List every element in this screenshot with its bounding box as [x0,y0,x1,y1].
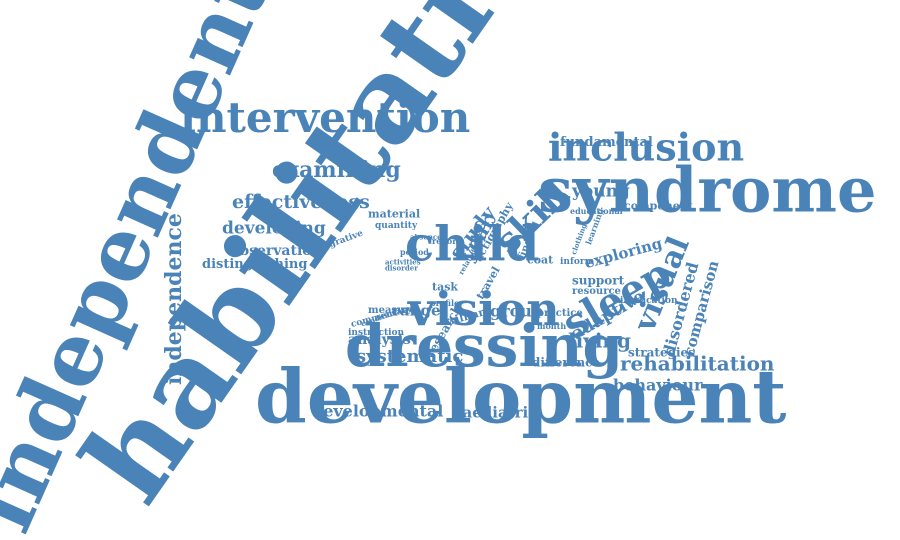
word-disorder: disorder [385,263,418,273]
word-profile: profile [430,297,460,308]
word-paediatric: paediatric [452,403,538,422]
word-inclusion: inclusion [548,124,745,170]
word-resource: resource [572,286,621,298]
word-coat: coat [527,253,554,267]
word-child: child [405,216,540,273]
word-quantity: quantity [375,220,418,231]
word-difference: difference [532,355,601,370]
word-effectiveness: effectiveness [232,191,370,214]
word-analysis: analysis [348,332,411,349]
word-implication: implication [620,295,678,306]
word-independence: independence [160,213,187,385]
word-support: support [572,273,625,288]
word-practice: practice [537,308,583,320]
word-report: report [432,235,461,246]
word-activities: activities [385,257,421,267]
word-inform: inform [560,256,595,267]
word-intervention: intervention [180,93,471,143]
word-developing: developing [222,218,326,239]
word-living: living [568,328,631,353]
word-dressing: dressing [345,311,624,380]
word-task: task [432,280,459,294]
word-behaviour: behaviour [613,375,703,395]
word-young: young [572,181,630,202]
word-syndrome: syndrome [538,153,877,227]
word-vision: vision [408,282,560,337]
word-period: period [400,246,429,257]
word-month: month [537,320,567,331]
word-systematic: systematic [356,345,464,367]
word-material: material [368,207,421,221]
word-strategies: strategies [628,345,695,360]
word-rehabilitation: rehabilitation [620,351,775,376]
word-observation: observation [230,243,322,260]
word-instruction: instruction [348,327,405,338]
word-fundamental: fundamental [560,134,653,150]
word-development: development [255,354,787,441]
word-group: group [490,301,544,321]
word-absence: absence [410,232,442,242]
word-educational: educational [570,205,623,216]
word-range: range [392,301,441,320]
word-examining: examining [272,156,401,183]
word-distinguishing: distinguishing [202,256,308,272]
word-developmental: developmental [312,401,444,421]
word-component: component [624,199,693,213]
word-measure: measure [368,305,416,317]
